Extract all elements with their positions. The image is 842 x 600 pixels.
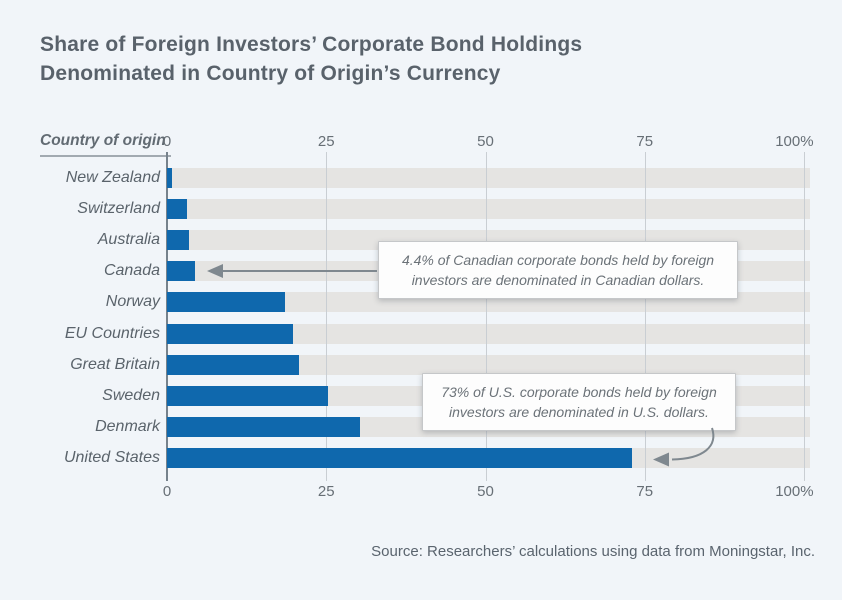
bar-denmark <box>167 417 360 438</box>
x-axis-top: 0 25 50 75 100% <box>163 133 814 151</box>
source-note: Source: Researchers’ calculations using … <box>371 543 815 560</box>
gridline-25 <box>326 152 328 481</box>
bar-track-new-zealand <box>167 167 810 188</box>
bar-switzerland <box>167 198 187 219</box>
axis-header-country-of-origin: Country of origin <box>40 132 171 157</box>
x-tick-label-75: 75 <box>636 133 654 150</box>
x-tick-label-50: 50 <box>477 483 494 500</box>
category-labels: New Zealand Switzerland Australia Canada Nor… <box>0 162 160 474</box>
x-tick-label-100: 100% <box>775 483 814 500</box>
bar-united-states <box>167 448 632 469</box>
bar-eu-countries <box>167 323 294 344</box>
category-label-australia: Australia <box>97 231 160 248</box>
x-tick-label-25: 25 <box>317 133 335 150</box>
category-label-eu-countries: EU Countries <box>64 324 160 342</box>
chart-title-line1: Share of Foreign Investors’ Corporate Bo… <box>40 33 583 56</box>
bar-norway <box>167 292 285 313</box>
x-tick-label-75: 75 <box>636 483 654 500</box>
x-tick-label-50: 50 <box>477 133 494 150</box>
bar-track-eu-countries <box>167 323 810 344</box>
category-label-norway: Norway <box>105 293 160 311</box>
gridline-100 <box>804 152 805 481</box>
category-label-denmark: Denmark <box>95 418 160 436</box>
x-tick-label-25: 25 <box>317 483 335 500</box>
bar-track-great-britain <box>167 354 810 375</box>
gridline-0 <box>166 152 168 481</box>
bar-track-switzerland <box>167 198 810 219</box>
gridline-50 <box>485 152 487 481</box>
category-label-canada: Canada <box>103 262 160 280</box>
category-label-united-states: United States <box>63 449 160 467</box>
bar-canada <box>167 261 196 282</box>
bar-new-zealand <box>167 167 173 188</box>
category-label-sweden: Sweden <box>102 387 160 404</box>
chart-title: Share of Foreign Investors’ Corporate Bo… <box>40 30 680 88</box>
category-label-switzerland: Switzerland <box>77 199 160 217</box>
x-tick-label-0: 0 <box>162 483 172 500</box>
bar-great-britain <box>167 354 299 375</box>
x-tick-label-100: 100% <box>775 133 814 150</box>
x-axis-bottom: 0 25 50 75 100% <box>163 483 814 501</box>
chart-title-line2: Denominated in Country of Origin’s Curre… <box>40 62 501 85</box>
gridline-75 <box>644 152 646 481</box>
category-label-great-britain: Great Britain <box>70 355 160 373</box>
bar-australia <box>167 230 189 250</box>
bars <box>167 162 810 474</box>
category-label-new-zealand: New Zealand <box>65 168 160 186</box>
x-tick-label-0: 0 <box>162 133 172 150</box>
canada-callout-box: 4.4% of Canadian corporate bonds held by… <box>378 241 738 299</box>
bar-sweden <box>167 386 329 406</box>
gridlines <box>166 152 810 481</box>
us-callout-box: 73% of U.S. corporate bonds held by fore… <box>422 373 736 431</box>
